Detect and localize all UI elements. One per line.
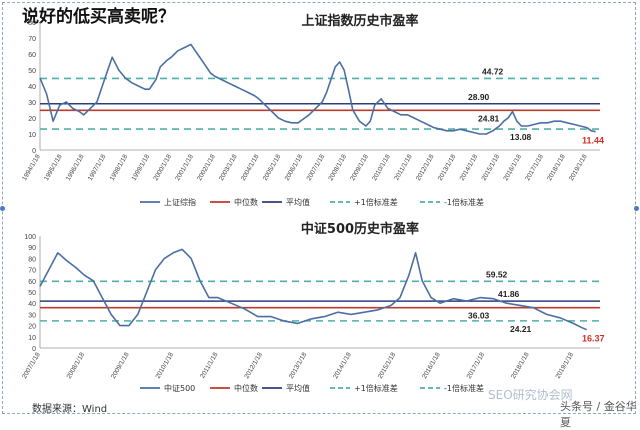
chart1-x-tick-label: 2003/1/18 — [218, 153, 239, 182]
chart1-y-tick-label: 0 — [32, 148, 36, 155]
chart2-x-tick-label: 2008/1/18 — [66, 351, 87, 380]
chart2-x-tick-label: 2015/1/18 — [377, 351, 398, 380]
chart2-x-tick-label: 2016/1/18 — [421, 351, 442, 380]
chart2-legend-label: 中证500 — [164, 383, 195, 393]
chart2-x-tick-label: 2014/1/18 — [332, 351, 353, 380]
chart1-x-tick-label: 1995/1/18 — [43, 153, 64, 182]
chart1-ref-label-+1倍标准差: 44.72 — [482, 66, 504, 76]
chart1-ref-label-中位数: 24.81 — [478, 113, 500, 123]
chart2-x-tick-label: 2011/1/18 — [199, 351, 219, 379]
charts-canvas: 0 10 20 30 40 50 60 70 80 1994/1/18 1995/1/18 1996/… — [21, 20, 605, 393]
chart1-x-tick-label: 2007/1/18 — [306, 153, 327, 182]
chart1-x-tick-label: 1999/1/18 — [131, 153, 152, 182]
chart1-x-tick-label: 1996/1/18 — [65, 153, 86, 182]
chart1-x-tick-label: 2005/1/18 — [262, 153, 283, 182]
chart1-y-tick-label: 70 — [28, 36, 36, 43]
chart1-series-line-上证综指 — [39, 43, 596, 135]
chart1-y-tick-label: 20 — [28, 116, 36, 123]
chart2-y-tick-label: 20 — [28, 324, 36, 331]
chart2-series-line-中证500 — [39, 248, 588, 331]
chart2-legend-label: 平均值 — [286, 383, 310, 393]
chart2-ref-label-平均值: 41.86 — [498, 289, 520, 299]
chart2-legend-label: +1倍标准差 — [354, 383, 398, 393]
chart2-y-tick-label: 80 — [28, 256, 36, 263]
chart2-legend-label: -1倍标准差 — [444, 383, 484, 393]
chart1-y-tick-label: 10 — [28, 132, 36, 139]
chart1-x-tick-label: 2009/1/18 — [349, 153, 370, 182]
chart1-legend-label: -1倍标准差 — [444, 197, 484, 207]
chart1-y-tick-label: 50 — [28, 68, 36, 75]
chart1-x-tick-label: 2012/1/18 — [415, 153, 436, 182]
chart1-x-tick-label: 2002/1/18 — [196, 153, 217, 182]
chart1-x-tick-label: 1998/1/18 — [109, 153, 130, 182]
chart2-y-tick-label: 60 — [28, 279, 36, 286]
chart2-x-tick-label: 2019/1/18 — [555, 351, 576, 380]
chart1-x-tick-label: 2017/1/18 — [524, 153, 545, 182]
page-headline: 说好的低买高卖呢？ — [22, 7, 175, 27]
chart1-x-tick-label: 2001/1/18 — [174, 153, 195, 182]
chart1-ref-label--1倍标准差: 13.08 — [510, 132, 532, 142]
chart2-x-tick-label: 2013/1/18 — [288, 351, 309, 380]
chart2-end-value-label: 16.37 — [582, 334, 605, 344]
chart2-x-tick-label: 2007/1/18 — [21, 351, 42, 380]
resize-handle-left[interactable] — [0, 206, 5, 211]
chart1-ref-label-平均值: 28.90 — [468, 92, 490, 102]
chart1-x-tick-label: 2016/1/18 — [502, 153, 523, 182]
chart1-x-tick-label: 2006/1/18 — [284, 153, 305, 182]
chart1-end-value-label: 11.44 — [582, 136, 604, 146]
chart1-legend-label: +1倍标准差 — [354, 197, 398, 207]
author-credit: 头条号 / 金谷华夏 — [560, 400, 637, 429]
chart2-y-tick-label: 50 — [28, 290, 36, 297]
chart1-y-tick-label: 40 — [28, 84, 36, 91]
chart1-y-tick-label: 60 — [28, 52, 36, 59]
chart2-ref-label-中位数: 36.03 — [468, 311, 490, 321]
chart2-y-tick-label: 100 — [24, 234, 36, 241]
chart2-ref-label--1倍标准差: 24.21 — [510, 324, 532, 334]
chart1-x-tick-label: 2015/1/18 — [481, 153, 502, 182]
chart1-x-tick-label: 2011/1/18 — [393, 153, 413, 181]
chart2-x-tick-label: 2010/1/18 — [155, 351, 176, 380]
chart1-x-tick-label: 2018/1/18 — [546, 153, 567, 182]
chart1-x-tick-label: 2008/1/18 — [327, 153, 348, 182]
chart2-y-tick-label: 30 — [28, 312, 36, 319]
chart1-x-tick-label: 1997/1/18 — [87, 153, 108, 182]
chart2-y-tick-label: 70 — [28, 268, 36, 275]
resize-handle-right[interactable] — [634, 206, 639, 211]
chart2-y-tick-label: 10 — [28, 335, 36, 342]
chart1-legend-label: 中位数 — [234, 197, 258, 207]
chart1-x-tick-label: 2019/1/18 — [568, 153, 589, 182]
chart2-x-tick-label: 2017/1/18 — [466, 351, 487, 380]
chart2-x-tick-label: 2018/1/18 — [510, 351, 531, 380]
chart1-title: 上证指数历史市盈率 — [301, 14, 419, 29]
chart1-legend-label: 上证综指 — [164, 197, 196, 207]
chart1-x-tick-label: 2004/1/18 — [240, 153, 261, 182]
chart1-x-tick-label: 2014/1/18 — [459, 153, 480, 182]
chart1-x-tick-label: 2013/1/18 — [437, 153, 458, 182]
chart2-x-tick-label: 2009/1/18 — [110, 351, 131, 380]
chart1-y-tick-label: 30 — [28, 100, 36, 107]
chart1-x-tick-label: 2000/1/18 — [152, 153, 173, 182]
chart1-x-tick-label: 1994/1/18 — [21, 153, 42, 182]
chart2-x-tick-label: 2012/1/18 — [243, 351, 264, 380]
chart2-title: 中证500历史市盈率 — [300, 222, 420, 237]
chart2-y-tick-label: 90 — [28, 245, 36, 252]
chart1-legend-label: 平均值 — [286, 197, 310, 207]
chart2-ref-label-+1倍标准差: 59.52 — [486, 269, 508, 279]
chart1-x-tick-label: 2010/1/18 — [371, 153, 392, 182]
chart2-y-tick-label: 40 — [28, 301, 36, 308]
seo-watermark: SEO研究协会网 — [488, 388, 573, 402]
chart2-legend-label: 中位数 — [234, 383, 258, 393]
data-source-note: 数据来源：Wind — [32, 404, 108, 415]
chart1-y-tick-label: 80 — [28, 20, 36, 27]
chart2-y-tick-label: 0 — [32, 346, 36, 353]
